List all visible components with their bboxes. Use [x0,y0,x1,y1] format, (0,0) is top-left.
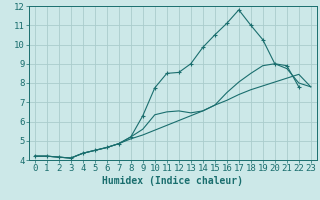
X-axis label: Humidex (Indice chaleur): Humidex (Indice chaleur) [102,176,243,186]
